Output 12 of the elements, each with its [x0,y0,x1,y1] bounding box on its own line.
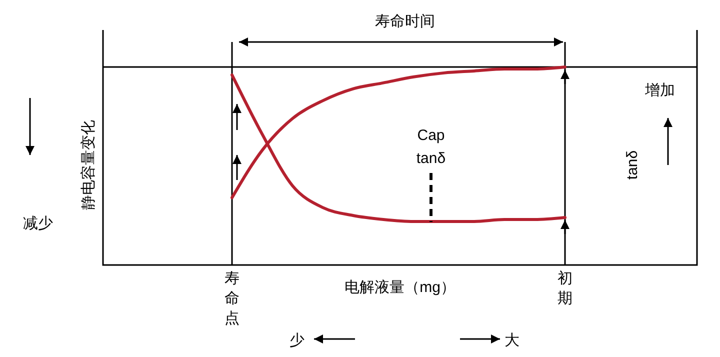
annotation: tanδ [416,150,446,167]
text: 寿命时间 [375,13,435,30]
x-tick-label: 初期 [558,270,572,307]
text: 增加 [644,82,675,99]
text: 减少 [23,215,53,232]
text: 静电容量变化 [80,120,97,210]
x-axis-title: 电解液量（mg） [344,279,456,296]
text: 少 [290,332,304,349]
x-tick-label: 寿命点 [224,270,240,327]
y2-axis-title: tanδ [624,150,641,180]
text: 大 [504,332,520,349]
annotation: Cap [417,127,445,144]
